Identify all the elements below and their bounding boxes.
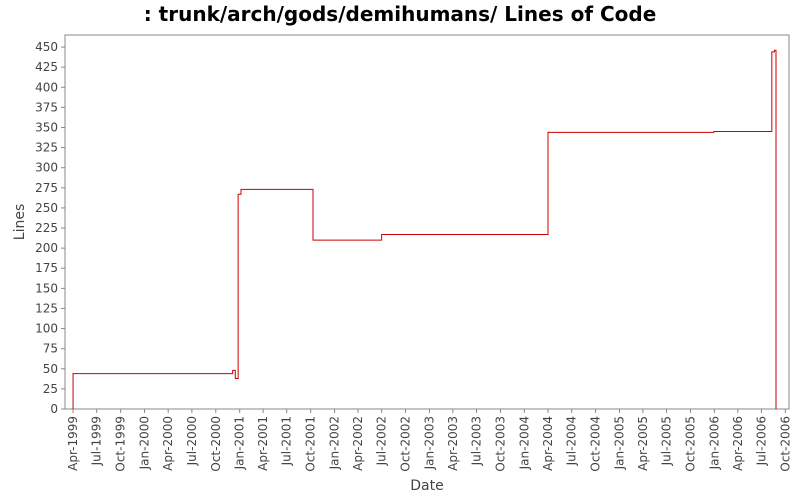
x-tick-label: Oct-1999 bbox=[114, 416, 128, 472]
x-tick-label: Oct-2005 bbox=[683, 416, 697, 472]
x-tick-label: Oct-2002 bbox=[399, 416, 413, 472]
x-tick-label: Apr-2005 bbox=[636, 416, 650, 471]
y-axis-label: Lines bbox=[12, 204, 28, 240]
y-tick-label: 425 bbox=[35, 60, 58, 74]
series-line bbox=[72, 49, 777, 409]
y-tick-label: 50 bbox=[43, 362, 58, 376]
x-tick-label: Jul-2002 bbox=[375, 416, 389, 466]
x-tick-label: Jul-2003 bbox=[470, 416, 484, 466]
x-tick-label: Jul-2005 bbox=[660, 416, 674, 466]
plot-area bbox=[64, 34, 790, 410]
series-layer bbox=[72, 49, 777, 409]
chart-title: : trunk/arch/gods/demihumans/ Lines of C… bbox=[144, 2, 657, 26]
x-tick-label: Jul-2000 bbox=[185, 416, 199, 466]
y-tick-label: 200 bbox=[35, 241, 58, 255]
x-tick-label: Jan-2004 bbox=[517, 416, 531, 470]
y-tick-label: 375 bbox=[35, 100, 58, 114]
x-tick-label: Jan-2001 bbox=[233, 416, 247, 470]
y-tick-label: 25 bbox=[43, 382, 58, 396]
x-tick-label: Jan-2002 bbox=[328, 416, 342, 470]
y-tick-label: 250 bbox=[35, 201, 58, 215]
y-tick-label: 350 bbox=[35, 120, 58, 134]
x-tick-label: Jul-2001 bbox=[280, 416, 294, 466]
y-tick-label: 325 bbox=[35, 141, 58, 155]
x-tick-label: Jan-2006 bbox=[707, 416, 721, 470]
x-tick-label: Jul-2006 bbox=[754, 416, 768, 466]
x-tick-label: Apr-2002 bbox=[351, 416, 365, 471]
x-tick-label: Oct-2001 bbox=[304, 416, 318, 472]
y-axis: 0 25 50 75 100 125 150 175 200 225 250 275 300 325 350… bbox=[35, 40, 65, 416]
x-tick-label: Apr-2000 bbox=[161, 416, 175, 471]
y-tick-label: 75 bbox=[43, 342, 58, 356]
x-tick-label: Apr-2006 bbox=[731, 416, 745, 471]
x-tick-label: Oct-2000 bbox=[209, 416, 223, 472]
x-axis: Apr-1999 Jul-1999 Oct-1999 Jan-2000 Apr-2000… bbox=[66, 409, 792, 472]
y-tick-label: 225 bbox=[35, 221, 58, 235]
y-tick-label: 400 bbox=[35, 80, 58, 94]
x-tick-label: Oct-2004 bbox=[589, 416, 603, 472]
x-tick-label: Jan-2003 bbox=[422, 416, 436, 470]
x-tick-label: Jul-1999 bbox=[90, 416, 104, 466]
y-tick-label: 275 bbox=[35, 181, 58, 195]
x-tick-label: Oct-2006 bbox=[778, 416, 792, 472]
y-tick-label: 300 bbox=[35, 161, 58, 175]
y-tick-label: 150 bbox=[35, 281, 58, 295]
y-tick-label: 100 bbox=[35, 322, 58, 336]
x-tick-label: Apr-2004 bbox=[541, 416, 555, 471]
x-tick-label: Jan-2005 bbox=[613, 416, 627, 470]
x-tick-label: Jan-2000 bbox=[138, 416, 152, 470]
x-tick-label: Apr-2003 bbox=[446, 416, 460, 471]
y-tick-label: 0 bbox=[50, 402, 58, 416]
x-tick-label: Apr-1999 bbox=[66, 416, 80, 471]
x-tick-label: Oct-2003 bbox=[493, 416, 507, 472]
y-tick-label: 125 bbox=[35, 301, 58, 315]
x-tick-label: Jul-2004 bbox=[565, 416, 579, 466]
y-tick-label: 175 bbox=[35, 261, 58, 275]
x-axis-label: Date bbox=[410, 478, 443, 494]
x-tick-label: Apr-2001 bbox=[256, 416, 270, 471]
y-tick-label: 450 bbox=[35, 40, 58, 54]
